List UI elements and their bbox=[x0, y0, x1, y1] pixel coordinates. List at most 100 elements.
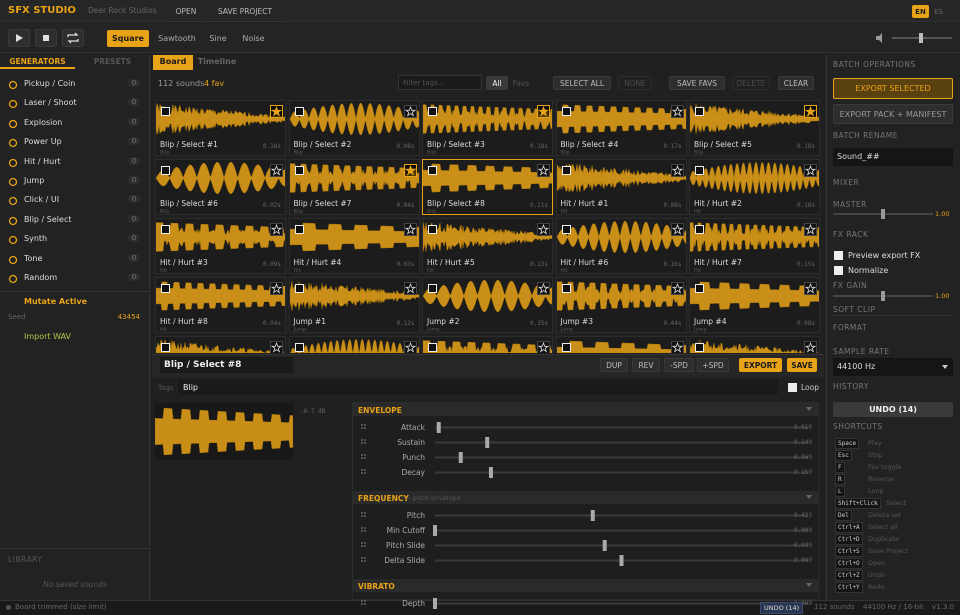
menu-button[interactable]: OPEN bbox=[168, 4, 204, 19]
select-checkbox[interactable] bbox=[695, 166, 704, 175]
section-header[interactable] bbox=[353, 403, 818, 416]
board-action[interactable]: SELECT ALL bbox=[553, 76, 611, 90]
sound-card[interactable]: Blip / Select #7 Blip 0.04s bbox=[288, 159, 420, 215]
param-slider[interactable] bbox=[432, 555, 812, 566]
generator-item[interactable]: Random bbox=[24, 273, 58, 282]
board-action[interactable]: NONE bbox=[618, 76, 652, 90]
sound-card[interactable] bbox=[422, 336, 553, 353]
editor-action[interactable]: +SPD bbox=[697, 358, 729, 372]
generator-item[interactable]: Blip / Select bbox=[24, 214, 72, 224]
sidebar-tab[interactable]: PRESETS bbox=[93, 57, 132, 66]
generator-item[interactable]: Explosion bbox=[24, 117, 63, 127]
select-checkbox[interactable] bbox=[294, 225, 304, 234]
fav-toggle[interactable] bbox=[670, 282, 684, 295]
generator-item[interactable]: Tone bbox=[24, 253, 43, 263]
fav-toggle[interactable] bbox=[670, 341, 684, 353]
select-checkbox[interactable] bbox=[561, 107, 571, 116]
checkbox[interactable] bbox=[834, 266, 843, 275]
select-checkbox[interactable] bbox=[428, 343, 437, 352]
fav-toggle[interactable] bbox=[804, 282, 817, 295]
tags-input[interactable]: Blip bbox=[178, 380, 778, 395]
filter-button[interactable]: All bbox=[486, 76, 508, 90]
fav-toggle[interactable] bbox=[403, 105, 417, 118]
sound-card[interactable]: Jump #1 Jump 0.12s bbox=[288, 277, 420, 333]
fav-toggle[interactable] bbox=[403, 164, 417, 177]
fav-toggle[interactable] bbox=[537, 223, 550, 236]
fav-toggle[interactable] bbox=[670, 223, 684, 236]
mutate-button[interactable]: Mutate Active bbox=[24, 297, 88, 306]
board-tab[interactable]: Timeline bbox=[197, 57, 237, 66]
editor-action[interactable]: REV bbox=[632, 358, 660, 372]
select-checkbox[interactable] bbox=[561, 166, 571, 175]
sound-card[interactable] bbox=[288, 336, 420, 353]
select-checkbox[interactable] bbox=[294, 107, 304, 116]
sound-card[interactable]: Hit / Hurt #5 Hit 0.13s bbox=[422, 218, 553, 274]
fav-toggle[interactable] bbox=[537, 282, 550, 295]
sound-card[interactable] bbox=[689, 336, 820, 353]
select-checkbox[interactable] bbox=[161, 166, 170, 175]
select-checkbox[interactable] bbox=[294, 343, 304, 352]
param-slider[interactable] bbox=[432, 437, 812, 448]
select-checkbox[interactable] bbox=[161, 225, 170, 234]
fav-toggle[interactable] bbox=[537, 105, 550, 118]
sound-card[interactable]: Hit / Hurt #4 Hit 0.03s bbox=[288, 218, 420, 274]
fav-toggle[interactable] bbox=[270, 223, 283, 236]
board-action[interactable]: DELETE bbox=[732, 76, 770, 90]
board-action[interactable]: CLEAR bbox=[778, 76, 814, 90]
lang-button[interactable]: EN bbox=[912, 5, 929, 18]
volume-control[interactable] bbox=[874, 31, 954, 45]
select-checkbox[interactable] bbox=[161, 107, 170, 116]
master-slider[interactable] bbox=[833, 209, 933, 219]
fav-toggle[interactable] bbox=[804, 223, 817, 236]
waveform-button[interactable]: Square bbox=[107, 30, 149, 47]
fav-toggle[interactable] bbox=[537, 164, 550, 177]
fav-toggle[interactable] bbox=[270, 341, 283, 353]
stop-button[interactable] bbox=[35, 29, 57, 47]
waveform-button[interactable]: Noise bbox=[242, 34, 265, 43]
sound-card[interactable]: Blip / Select #6 Blip 0.02s bbox=[155, 159, 286, 215]
section-header[interactable] bbox=[353, 491, 818, 504]
select-checkbox[interactable] bbox=[695, 107, 704, 116]
select-checkbox[interactable] bbox=[428, 166, 437, 175]
export-selected[interactable]: EXPORT SELECTED bbox=[833, 78, 953, 99]
select-checkbox[interactable] bbox=[561, 284, 571, 293]
select-checkbox[interactable] bbox=[428, 107, 437, 116]
param-slider[interactable] bbox=[432, 540, 812, 551]
fav-toggle[interactable] bbox=[670, 105, 684, 118]
generator-item[interactable]: Jump bbox=[24, 176, 45, 185]
sound-card[interactable]: Jump #2 Jump 0.15s bbox=[422, 277, 553, 333]
sound-name[interactable]: Blip / Select #8 bbox=[160, 357, 293, 373]
loop-checkbox[interactable] bbox=[788, 383, 797, 392]
select-checkbox[interactable] bbox=[428, 225, 437, 234]
fav-toggle[interactable] bbox=[270, 282, 283, 295]
section-header[interactable] bbox=[353, 579, 818, 592]
waveform-button[interactable]: Sine bbox=[209, 34, 227, 43]
editor-action[interactable]: EXPORT bbox=[739, 358, 782, 372]
status-undo[interactable]: UNDO (14) bbox=[760, 602, 804, 614]
generator-item[interactable]: Hit / Hurt bbox=[24, 156, 61, 166]
generator-item[interactable]: Synth bbox=[24, 234, 48, 244]
sample-rate-select[interactable]: 44100 Hz bbox=[833, 358, 953, 376]
board-tab[interactable]: Board bbox=[153, 55, 193, 70]
fav-toggle[interactable] bbox=[403, 282, 417, 295]
board-action[interactable]: SAVE FAVS bbox=[669, 76, 725, 90]
sound-card[interactable]: Hit / Hurt #3 Hit 0.09s bbox=[155, 218, 286, 274]
fav-toggle[interactable] bbox=[804, 164, 817, 177]
fav-toggle[interactable] bbox=[670, 164, 684, 177]
param-slider[interactable] bbox=[432, 510, 812, 521]
fav-toggle[interactable] bbox=[403, 223, 417, 236]
sound-card[interactable]: Blip / Select #3 Blip 0.18s bbox=[422, 100, 553, 156]
param-slider[interactable] bbox=[432, 467, 812, 478]
fx-gain-slider[interactable] bbox=[833, 291, 933, 301]
sound-card[interactable]: Blip / Select #4 Blip 0.17s bbox=[555, 100, 687, 156]
sound-card[interactable]: Jump #4 Jump 0.08s bbox=[689, 277, 820, 333]
select-checkbox[interactable] bbox=[161, 343, 170, 352]
generator-item[interactable]: Click / UI bbox=[24, 195, 60, 205]
select-checkbox[interactable] bbox=[561, 343, 571, 352]
select-checkbox[interactable] bbox=[695, 225, 704, 234]
sound-card[interactable]: Hit / Hurt #2 Hit 0.18s bbox=[689, 159, 820, 215]
fav-toggle[interactable] bbox=[270, 105, 283, 118]
fav-toggle[interactable] bbox=[537, 341, 550, 353]
play-button[interactable] bbox=[8, 29, 30, 47]
sound-card[interactable]: Blip / Select #1 Blip 0.18s bbox=[155, 100, 286, 156]
